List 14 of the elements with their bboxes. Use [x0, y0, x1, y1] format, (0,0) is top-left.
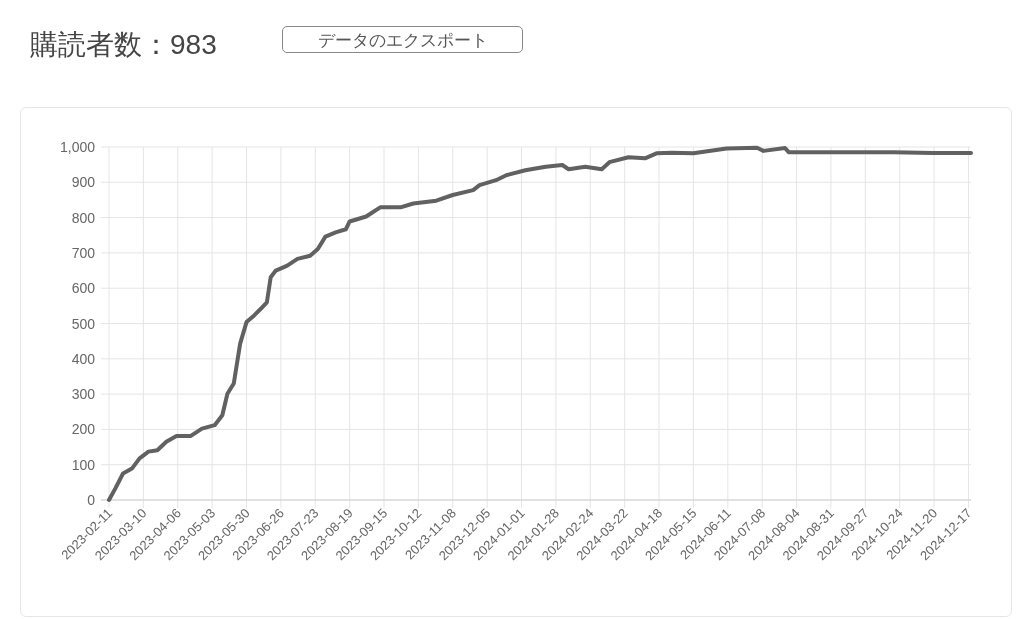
y-tick-label: 100 [71, 456, 96, 473]
y-tick-label: 700 [71, 244, 96, 261]
y-tick-label: 400 [71, 350, 96, 367]
y-tick-label: 300 [71, 386, 96, 403]
y-tick-label: 0 [87, 492, 96, 508]
y-tick-label: 200 [71, 421, 96, 438]
y-tick-label: 600 [71, 280, 96, 297]
chart-title: 購読者数：983 [30, 28, 217, 62]
y-tick-label: 800 [71, 209, 96, 226]
text: データのエクスポート [282, 26, 523, 53]
line-series [107, 145, 973, 502]
y-tick-label: 500 [71, 315, 96, 332]
y-tick-label: 900 [71, 174, 96, 191]
y-tick-label: 1,000 [59, 139, 96, 155]
